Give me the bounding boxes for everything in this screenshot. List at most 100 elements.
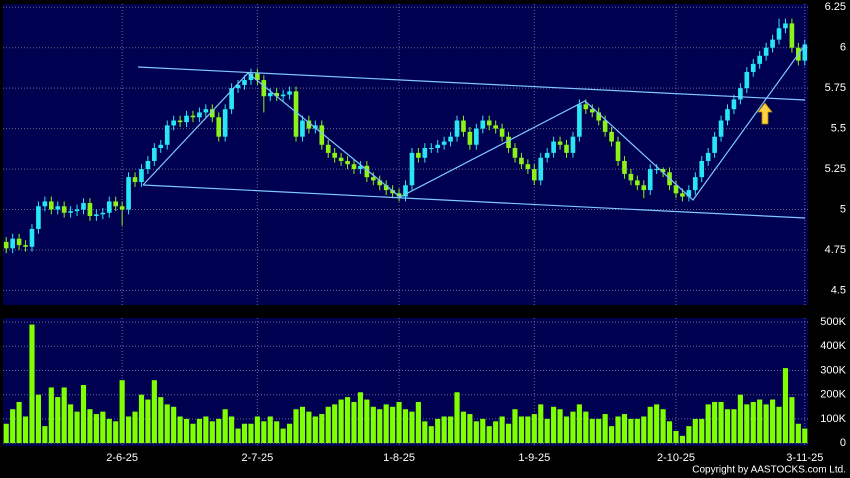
candle-body [609, 131, 614, 142]
volume-bar [171, 406, 177, 444]
volume-bar [351, 401, 357, 444]
volume-bar [422, 421, 428, 444]
volume-bar [16, 401, 22, 444]
candle-body [692, 177, 698, 191]
volume-bar [80, 385, 87, 444]
candle-body [750, 63, 756, 72]
y-tick-label: 100K [820, 413, 846, 425]
y-tick-label: 6 [840, 42, 846, 54]
candle-body [409, 152, 415, 186]
volume-bar [757, 399, 763, 444]
candle-body [596, 112, 602, 121]
layer: 2-6-25 2-7-25 1-8-25 1-9-25 2-10-25 3-11-25 4.… [3, 1, 847, 464]
volume-bar [190, 423, 196, 444]
candle-body [428, 148, 434, 150]
volume-bar [563, 416, 570, 444]
volume-bar [782, 368, 789, 444]
volume-bar [48, 387, 54, 444]
volume-bar [705, 404, 711, 444]
channel-lower [142, 184, 806, 219]
y-tick-label: 200K [820, 389, 846, 401]
candle-body [583, 104, 589, 110]
volume-bar [776, 406, 782, 444]
volume-bar [222, 409, 228, 444]
candle-body [673, 185, 679, 194]
candle-body [94, 214, 99, 216]
volume-bar [499, 416, 505, 444]
volume-bar [724, 409, 731, 444]
candle-body [474, 128, 479, 145]
volume-bar [22, 416, 29, 444]
candle-body [641, 185, 647, 191]
volume-bar [615, 416, 621, 444]
candle-body [300, 120, 305, 137]
volume-bar [712, 401, 718, 444]
volume-bar [338, 399, 344, 444]
candle-body [763, 47, 769, 56]
volume-bar [241, 423, 248, 444]
volume-bar [293, 409, 299, 444]
volume-bar [248, 423, 254, 444]
y-tick-label: 400K [820, 340, 846, 352]
candle-body [81, 203, 86, 210]
copyright: Copyright by AASTOCKS.com Ltd. [692, 465, 846, 476]
volume-bar [531, 414, 537, 444]
y-tick-label: 0 [840, 437, 846, 449]
candle-body [158, 144, 164, 149]
candle-body [770, 39, 775, 48]
candle-body [338, 157, 344, 161]
volume-bar [29, 324, 35, 444]
candle-body [177, 120, 183, 123]
candle-body [499, 128, 505, 137]
candle-body [216, 117, 222, 137]
volume-bar [538, 404, 544, 444]
candle-body [61, 206, 67, 213]
volume-bar [647, 406, 653, 444]
volume-bar [364, 399, 370, 444]
volume-bar [679, 435, 685, 444]
candle-body [531, 169, 537, 181]
candle-body [480, 120, 486, 129]
candle-body [564, 144, 569, 153]
volume-bar [628, 418, 634, 444]
candle-body [29, 228, 35, 247]
candle-body [615, 141, 621, 161]
candle-body [512, 148, 518, 158]
candle-body [222, 109, 228, 137]
volume-bar [557, 409, 563, 444]
volume-bar [145, 399, 151, 444]
candle-body [345, 160, 350, 165]
volume-bar [274, 421, 280, 444]
y-tick-label: 5.5 [831, 123, 846, 135]
volume-bar [42, 426, 48, 444]
volume-bar [196, 418, 202, 444]
volume-bar [10, 409, 16, 444]
volume-bar [448, 416, 454, 444]
candle-body [293, 91, 299, 137]
volume-bar [576, 404, 582, 444]
candle-body [783, 23, 788, 29]
candle-body [274, 93, 280, 97]
candle-body [370, 177, 376, 181]
volume-bar [55, 397, 61, 444]
volume-bar [512, 409, 518, 444]
candle-body [712, 136, 717, 153]
candle-body [16, 238, 22, 246]
y-tick-label: 300K [820, 364, 846, 376]
volume-bar [35, 394, 41, 444]
volume-bar [467, 414, 473, 444]
candle-body [152, 148, 157, 161]
candle-body [319, 125, 325, 145]
volume-bar [87, 409, 93, 444]
trend-lines [137, 44, 806, 219]
volume-bar [3, 423, 9, 444]
candle-body [744, 71, 750, 89]
volume-bar [158, 397, 164, 444]
volume-bar [126, 416, 132, 444]
y-tick-label: 5.75 [825, 82, 846, 94]
volume-bar [634, 418, 640, 444]
candle-body [628, 173, 634, 181]
volume-bar [441, 416, 447, 444]
volume-bar [267, 416, 273, 444]
volume-bar [377, 409, 383, 444]
